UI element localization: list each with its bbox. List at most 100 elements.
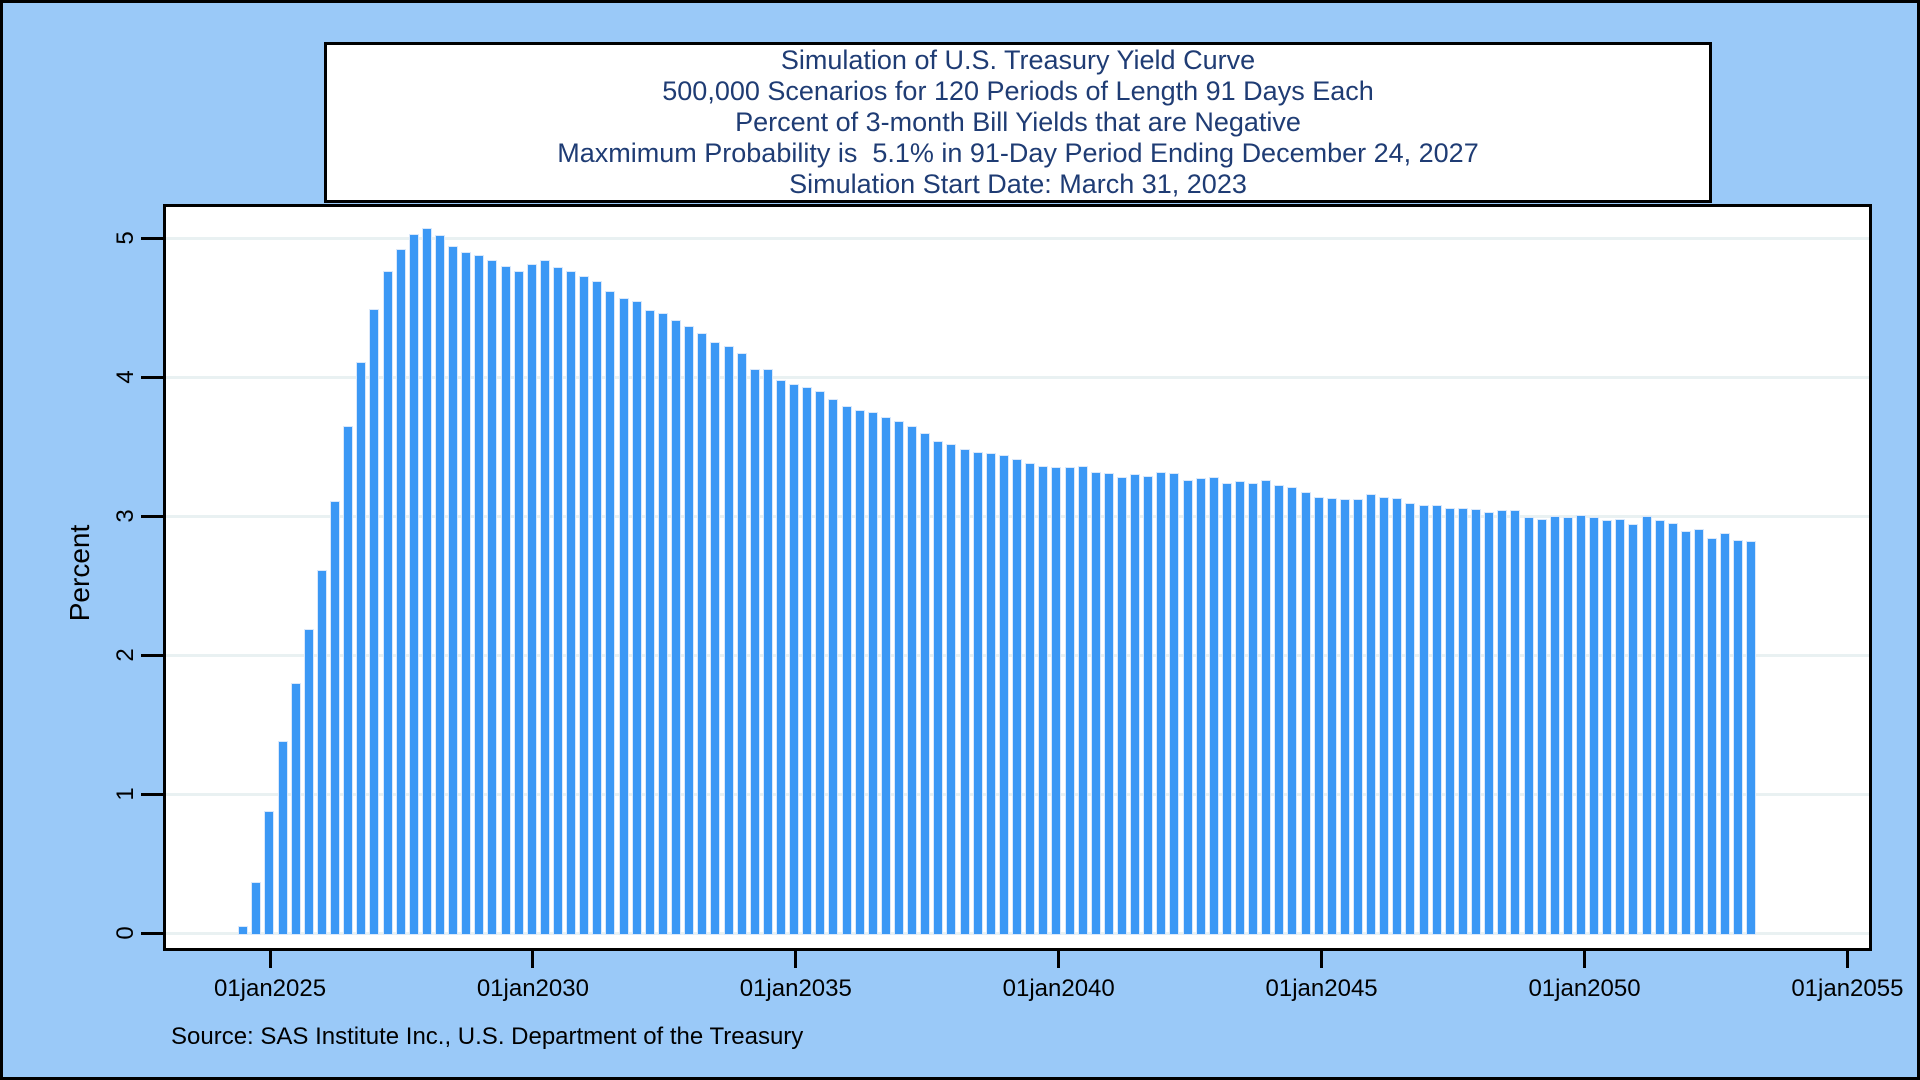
bar xyxy=(1195,478,1206,935)
chart-title-box: Simulation of U.S. Treasury Yield Curve … xyxy=(324,42,1712,203)
plot-area: 0 1 2 3 4 5 01jan2025 01jan2030 01jan2035 01jan2… xyxy=(112,204,1903,1002)
y-tick-label: 0 xyxy=(112,926,139,940)
bar xyxy=(330,500,341,935)
bar xyxy=(1287,486,1298,935)
bar xyxy=(1497,510,1508,935)
bar xyxy=(985,453,996,935)
bar xyxy=(369,308,380,935)
x-tick xyxy=(1320,948,1324,968)
chart-subtitle-max-probability: Maxmimum Probability is 5.1% in 91-Day P… xyxy=(557,138,1479,168)
bar xyxy=(789,383,800,935)
bar xyxy=(1720,532,1731,935)
bar xyxy=(631,300,642,935)
bar xyxy=(710,342,721,935)
bar xyxy=(657,313,668,935)
bar xyxy=(303,628,314,935)
y-tick xyxy=(141,793,166,796)
bar xyxy=(1654,520,1665,935)
bar xyxy=(1090,471,1101,935)
gridline xyxy=(166,376,1869,379)
y-tick-label: 4 xyxy=(112,370,139,384)
bar xyxy=(592,281,603,935)
bar xyxy=(1366,493,1377,935)
bar xyxy=(1471,509,1482,935)
y-tick-label: 1 xyxy=(112,787,139,801)
y-tick-label: 5 xyxy=(112,231,139,245)
x-tick xyxy=(1057,948,1061,968)
bar xyxy=(566,271,577,935)
bar xyxy=(1379,496,1390,935)
bar xyxy=(644,310,655,935)
chart-title: Simulation of U.S. Treasury Yield Curve xyxy=(780,45,1256,75)
bar xyxy=(290,682,301,935)
bar xyxy=(605,290,616,935)
bar xyxy=(539,260,550,935)
bar xyxy=(277,741,288,935)
bar xyxy=(513,271,524,935)
bar xyxy=(1025,463,1036,935)
bar xyxy=(526,264,537,935)
bar xyxy=(461,251,472,935)
bar xyxy=(395,249,406,935)
bar xyxy=(1221,482,1232,935)
bar xyxy=(1077,465,1088,935)
bar xyxy=(500,265,511,935)
x-tick-label: 01jan2040 xyxy=(1002,975,1115,1002)
bar xyxy=(1038,465,1049,935)
bar xyxy=(1274,485,1285,935)
gridline xyxy=(166,237,1869,240)
x-tick-label: 01jan2025 xyxy=(213,975,327,1002)
y-tick xyxy=(141,932,166,935)
bar xyxy=(382,271,393,935)
bar xyxy=(1641,516,1652,935)
bar xyxy=(1169,472,1180,935)
bar xyxy=(408,233,419,935)
y-tick-label: 3 xyxy=(112,509,139,523)
bar xyxy=(421,228,432,935)
bar xyxy=(1536,518,1547,935)
bar xyxy=(553,267,564,935)
bar xyxy=(1339,499,1350,935)
bar xyxy=(1235,481,1245,935)
bar xyxy=(723,346,734,935)
bar xyxy=(697,332,708,935)
bar xyxy=(1733,539,1744,935)
bar xyxy=(1523,517,1534,935)
bar xyxy=(448,246,459,935)
bar xyxy=(1392,497,1403,935)
bar xyxy=(998,454,1009,935)
bar xyxy=(1431,504,1442,935)
bar xyxy=(959,449,970,935)
bar xyxy=(933,440,944,935)
bar xyxy=(618,297,629,935)
x-tick xyxy=(531,948,535,968)
chart-subtitle-start-date: Simulation Start Date: March 31, 2023 xyxy=(789,169,1247,199)
x-tick-label: 01jan2055 xyxy=(1791,975,1904,1002)
bar xyxy=(972,452,983,935)
bar xyxy=(1694,528,1705,935)
bar xyxy=(854,410,865,935)
bar xyxy=(1208,477,1219,935)
bar xyxy=(1012,459,1023,935)
bar xyxy=(1326,497,1337,935)
bar xyxy=(1667,522,1678,935)
bar xyxy=(251,881,262,935)
bar xyxy=(1116,477,1127,935)
bar xyxy=(1510,510,1521,935)
bar xyxy=(1484,511,1495,935)
bar xyxy=(1313,496,1324,935)
bar xyxy=(894,421,904,935)
bar xyxy=(1602,520,1613,935)
bar xyxy=(1156,471,1167,935)
bar xyxy=(907,425,918,935)
y-tick xyxy=(141,376,166,379)
bar xyxy=(1457,507,1468,935)
bar xyxy=(1628,524,1639,935)
bar xyxy=(1051,467,1062,935)
bar xyxy=(1562,517,1573,935)
x-tick-label: 01jan2030 xyxy=(476,975,589,1002)
bar xyxy=(828,399,839,935)
source-note: Source: SAS Institute Inc., U.S. Departm… xyxy=(171,1023,804,1050)
bar xyxy=(487,260,498,935)
bar xyxy=(343,425,354,935)
